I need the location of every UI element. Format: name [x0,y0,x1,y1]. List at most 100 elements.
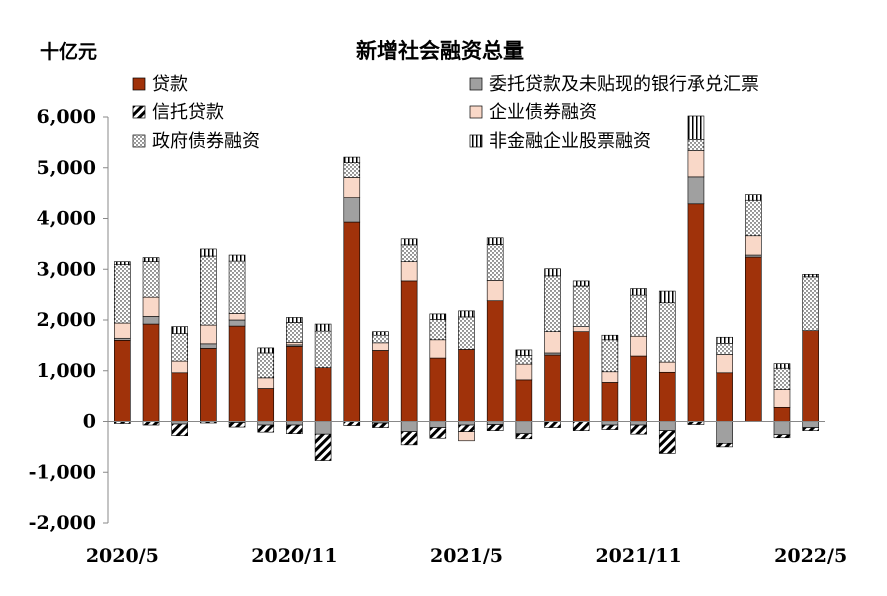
bar-segment-entrusted [716,421,733,444]
bar-segment-corp_bonds [486,280,504,302]
bar-segment-equity [601,334,619,341]
bar-segment-loans [257,388,275,422]
bar-segment-loans [429,357,447,422]
x-axis: 2020/5 2020/11 2021/5 2021/11 2022/5 [86,421,847,567]
bar-segment-trust [716,443,733,448]
bar-segment-trust [429,427,447,439]
bar-segment-gov_bonds [228,260,246,314]
bar-segment-entrusted [200,343,217,349]
bar-segment-loans [716,372,733,422]
bar-segment-equity [687,115,705,140]
bar-segment-entrusted [429,421,447,428]
bar-segment-entrusted [544,352,561,356]
bar-segment-corp_bonds [372,342,389,351]
bar-segment-trust [544,421,561,428]
bar-segment-loans [630,355,647,422]
y-tick-label: -2,000 [29,512,96,534]
bar-segment-equity [314,323,332,332]
y-tick-label: 2,000 [37,309,97,331]
bar-segment-loans [687,203,705,422]
bar-segment-corp_bonds [200,324,217,345]
bar-segment-entrusted [400,421,418,432]
bar-segment-corp_bonds [343,177,361,198]
bar-segment-gov_bonds [257,352,275,379]
bar-segment-equity [171,326,188,335]
bar-segment-loans [314,367,332,422]
legend-label-entrusted: 委托贷款及未贴现的银行承兑汇票 [489,74,759,95]
y-tick-label: 6,000 [37,106,97,128]
bar-segment-loans [343,221,361,422]
bar-segment-gov_bonds [372,334,389,344]
bar-segment-trust [171,423,188,437]
bar-segment-gov_bonds [687,139,705,151]
bar-segment-corp_bonds [515,363,533,381]
y-tick-label: 0 [83,411,96,433]
bar-segment-trust [572,421,590,431]
bar-segment-corp_bonds [228,313,246,321]
bar-segment-equity [515,349,533,356]
bar-segment-trust [343,421,361,426]
bar-segment-equity [458,310,475,318]
legend-swatch-trust [132,105,146,119]
bar-segment-equity [257,347,275,354]
bar-segment-entrusted [114,337,131,341]
y-tick-label: 5,000 [37,157,97,179]
bar-segment-entrusted [744,254,762,258]
bar-segment-loans [171,372,188,422]
y-axis: -2,000 -1,000 0 1,000 2,000 3,000 4,000 5,000 6,… [29,106,109,534]
bar-segment-corp_bonds [286,342,303,346]
bar-segment-gov_bonds [343,162,361,178]
bar-segment-corp_bonds [572,326,590,332]
legend-swatch-gov_bonds [132,134,146,148]
bar-segment-loans [458,349,475,422]
bar-segment-entrusted [687,176,705,205]
legend-swatch-entrusted [469,77,483,91]
bar-segment-equity [486,237,504,245]
bar-segment-gov_bonds [716,343,733,355]
bar-segment-equity [400,238,418,246]
chart-title: 新增社会融资总量 [356,39,524,63]
bar-segment-gov_bonds [400,244,418,262]
bar-segment-corp_bonds [773,389,791,408]
y-tick-label: -1,000 [29,461,96,483]
bar-segment-trust [658,430,676,454]
bar-segment-trust [372,422,389,428]
bar-segment-loans [400,280,418,422]
bar-segment-entrusted [314,421,332,435]
bar-segment-trust [314,433,332,461]
bar-segment-entrusted [458,421,475,426]
bar-segment-corp_bonds [744,235,762,256]
legend-swatch-corp_bonds [469,105,483,119]
bar-segment-gov_bonds [458,316,475,350]
bar-segment-corp_bonds [114,322,131,339]
bar-segment-corp_bonds [658,361,676,373]
bar-segment-gov_bonds [142,261,160,298]
bar-segment-corp_bonds [257,377,275,389]
bar-segment-entrusted [658,421,676,431]
bar-segment-equity [716,336,733,344]
bar-segment-loans [142,323,160,422]
bar-segment-equity [372,331,389,336]
bar-segment-equity [572,280,590,287]
bar-segment-entrusted [601,421,619,426]
bar-segment-corp_bonds [601,371,619,383]
legend-label-loans: 贷款 [152,74,188,95]
legend-swatch-equity [469,134,483,148]
bar-segment-gov_bonds [515,355,533,365]
bar-segment-equity [744,194,762,201]
bar-segment-gov_bonds [744,199,762,237]
bar-segment-trust [601,424,619,430]
y-unit-label: 十亿元 [40,40,97,63]
bar-segment-loans [601,382,619,422]
legend-label-gov_bonds: 政府债券融资 [152,131,260,152]
bar-segment-equity [630,288,647,296]
legend-label-corp_bonds: 企业债券融资 [489,102,597,123]
bar-segment-entrusted [228,319,246,327]
bar-segment-corp_bonds [429,339,447,359]
bar-segment-gov_bonds [314,330,332,369]
bar-segment-equity [228,254,246,262]
bar-segment-loans [286,346,303,422]
bar-segment-equity [200,248,217,257]
